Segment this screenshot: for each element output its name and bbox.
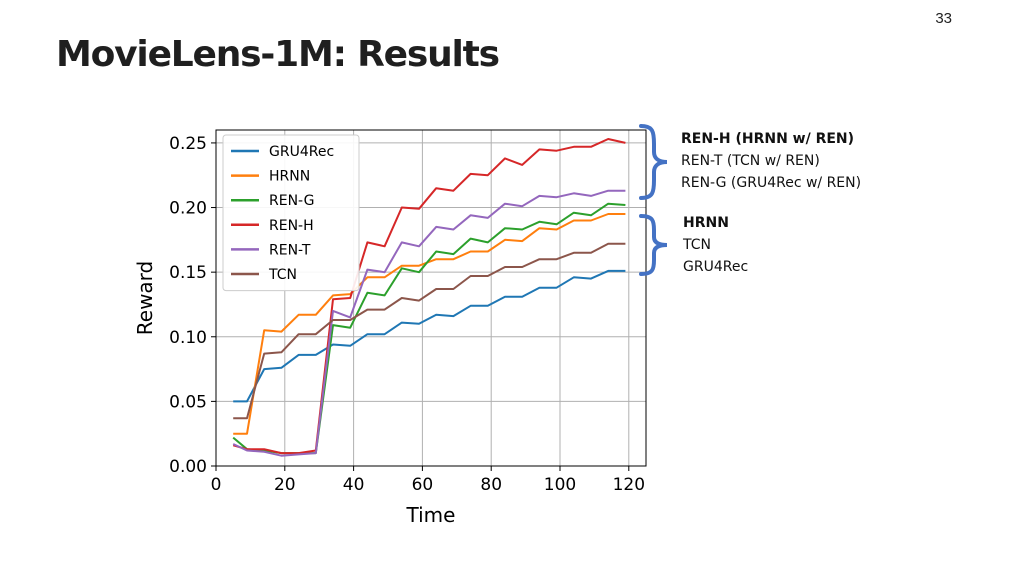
ren-models-note: REN-H (HRNN w/ REN) REN-T (TCN w/ REN) R…: [681, 128, 861, 194]
legend-label: REN-T: [269, 242, 311, 258]
legend-label: TCN: [268, 267, 297, 283]
x-tick-label: 20: [274, 475, 296, 495]
y-axis-label: Reward: [133, 261, 157, 335]
note-gru4rec: GRU4Rec: [683, 256, 748, 278]
x-axis-label: Time: [406, 503, 456, 526]
note-ren-h: REN-H (HRNN w/ REN): [681, 128, 861, 150]
x-tick-label: 80: [480, 475, 502, 495]
lower-brace-icon: [637, 214, 673, 276]
y-tick-label: 0.05: [169, 392, 207, 412]
y-tick-label: 0.20: [169, 199, 207, 219]
legend-label: GRU4Rec: [269, 144, 334, 160]
chart-legend: GRU4Rec HRNN REN-G REN-H REN-T TCN: [223, 135, 359, 291]
reward-line-chart: 0 20 40 60 80 100 1200.000.050.100.150.200.25 …: [126, 116, 656, 526]
baseline-models-note: HRNN TCN GRU4Rec: [683, 212, 748, 278]
x-tick-label: 0: [211, 475, 222, 495]
x-tick-label: 40: [343, 475, 365, 495]
x-tick-label: 120: [613, 475, 645, 495]
note-ren-t: REN-T (TCN w/ REN): [681, 150, 861, 172]
legend-label: REN-G: [269, 193, 314, 209]
x-tick-label: 60: [412, 475, 434, 495]
legend-label: HRNN: [269, 169, 310, 185]
note-hrnn: HRNN: [683, 212, 748, 234]
note-ren-g: REN-G (GRU4Rec w/ REN): [681, 172, 861, 194]
y-tick-label: 0.25: [169, 134, 207, 154]
slide-number: 33: [935, 10, 952, 27]
upper-brace-icon: [637, 124, 673, 200]
y-tick-label: 0.10: [169, 328, 207, 348]
y-tick-label: 0.15: [169, 263, 207, 283]
x-tick-label: 100: [544, 475, 576, 495]
legend-label: REN-H: [269, 218, 314, 234]
y-tick-label: 0.00: [169, 457, 207, 477]
slide-title: MovieLens-1M: Results: [56, 34, 499, 75]
note-tcn: TCN: [683, 234, 748, 256]
